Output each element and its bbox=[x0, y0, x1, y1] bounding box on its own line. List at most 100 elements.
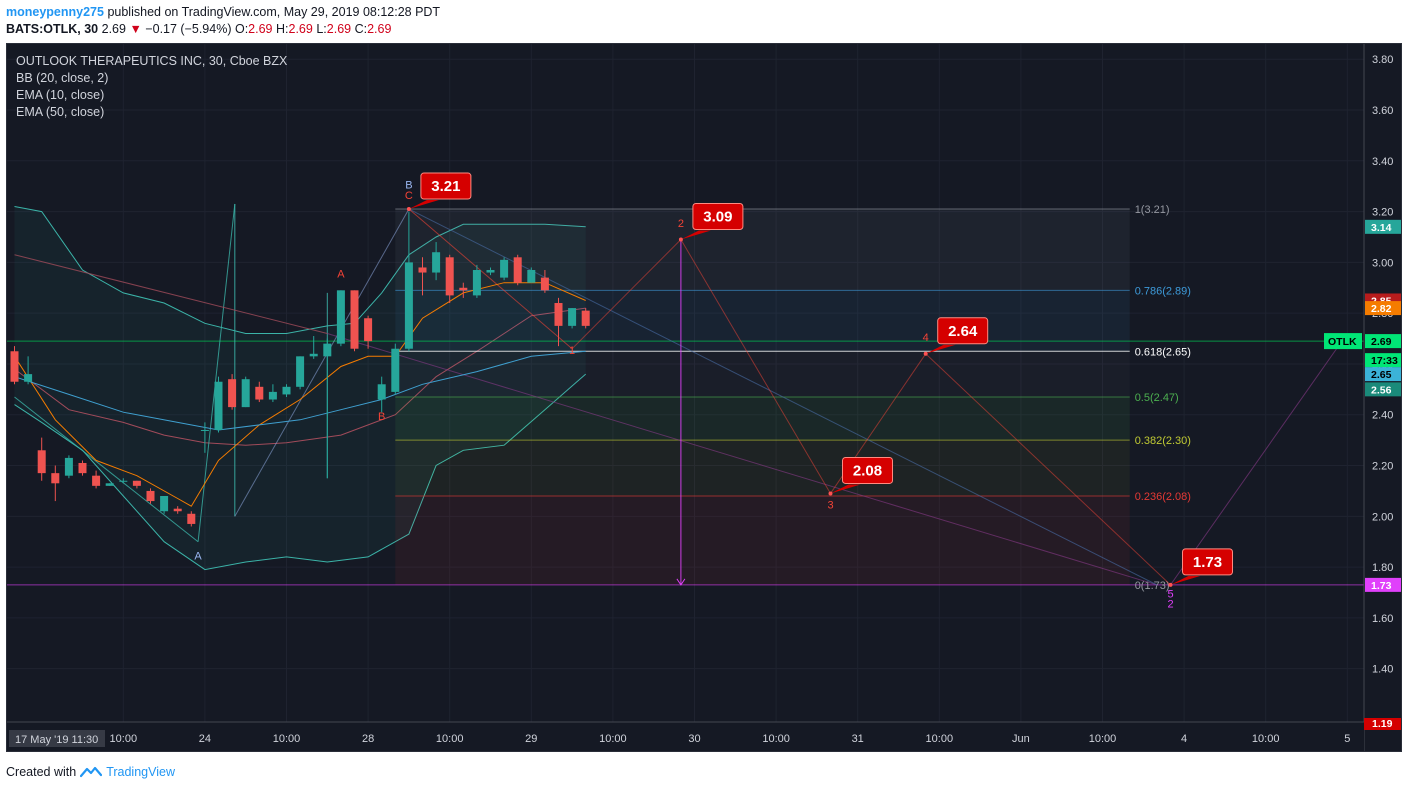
price-badge-label: 2.65 bbox=[1371, 369, 1392, 381]
price-badge-label: 2.82 bbox=[1371, 303, 1392, 315]
candle bbox=[10, 351, 19, 382]
wave-leg-2 bbox=[680, 239, 831, 494]
chart-canvas[interactable]: 1(3.21) 0.786(2.89) 0.618(2.65) 0.5(2.47) 0.… bbox=[7, 44, 1402, 752]
abc-leg-0 bbox=[14, 396, 199, 543]
wave-leg-1 bbox=[571, 239, 682, 350]
legend-bb[interactable]: BB (20, close, 2) bbox=[16, 71, 109, 85]
candle bbox=[432, 252, 441, 273]
price-change: −0.17 (−5.94%) bbox=[145, 22, 232, 36]
projection-line bbox=[1170, 333, 1348, 586]
callout-pointer bbox=[680, 230, 711, 240]
candle bbox=[377, 384, 386, 400]
callout-box bbox=[420, 172, 472, 200]
x-tick-label: Jun bbox=[1012, 733, 1030, 745]
candle bbox=[309, 353, 318, 357]
measure-arrow-head bbox=[676, 578, 686, 586]
x-tick-label: 10:00 bbox=[762, 733, 790, 745]
callout-point bbox=[406, 207, 411, 212]
ohlc-values: O:2.69 H:2.69 L:2.69 C:2.69 bbox=[235, 22, 391, 36]
wave-label: B bbox=[405, 180, 412, 192]
y-tick-label: 3.80 bbox=[1372, 54, 1393, 66]
candle bbox=[92, 475, 101, 486]
callout-point bbox=[923, 351, 928, 356]
price-badge-label: 3.14 bbox=[1371, 222, 1392, 234]
publisher-line: moneypenny275 published on TradingView.c… bbox=[6, 4, 1402, 21]
y-tick-label: 2.40 bbox=[1372, 410, 1393, 422]
legend-ema50[interactable]: EMA (50, close) bbox=[16, 105, 105, 119]
candle bbox=[173, 508, 182, 512]
wave-label: 3 bbox=[827, 500, 833, 512]
y-tick-label: 2.00 bbox=[1372, 511, 1393, 523]
abc-leg-2 bbox=[234, 208, 410, 517]
callout-value: 2.64 bbox=[948, 323, 978, 340]
price-badge-label: 17:33 bbox=[1371, 355, 1398, 367]
candle bbox=[581, 310, 590, 326]
callout-point bbox=[828, 491, 833, 496]
fib-zone bbox=[395, 396, 1130, 441]
x-tick-label: 10:00 bbox=[926, 733, 954, 745]
x-tick-label: 10:00 bbox=[436, 733, 464, 745]
wave-label: A bbox=[194, 550, 202, 562]
fib-label-0.236: 0.236(2.08) bbox=[1135, 491, 1191, 503]
partial-badge-label: 1.19 bbox=[1372, 718, 1393, 730]
legend-symbol[interactable]: OUTLOOK THERAPEUTICS INC, 30, Cboe BZX bbox=[16, 54, 288, 68]
close-label: C: bbox=[354, 22, 368, 36]
high-label: H: bbox=[276, 22, 289, 36]
x-tick-label: 10:00 bbox=[599, 733, 627, 745]
y-tick-label: 3.60 bbox=[1372, 105, 1393, 117]
x-tick-label: 30 bbox=[688, 733, 700, 745]
candle bbox=[500, 259, 509, 278]
wave-label: A bbox=[337, 269, 345, 281]
candle bbox=[24, 374, 33, 382]
legend-ema10[interactable]: EMA (10, close) bbox=[16, 88, 105, 102]
candle bbox=[78, 462, 87, 474]
y-tick-label: 3.00 bbox=[1372, 257, 1393, 269]
published-text: published on TradingView.com, May 29, 20… bbox=[107, 5, 441, 19]
fib-zone bbox=[395, 496, 1130, 585]
candle bbox=[364, 318, 373, 342]
chart-area[interactable]: 1(3.21) 0.786(2.89) 0.618(2.65) 0.5(2.47) 0.… bbox=[6, 43, 1402, 752]
wave-label: 1 bbox=[569, 345, 575, 357]
fib-label-0.382: 0.382(2.30) bbox=[1135, 435, 1191, 447]
x-tick-label: 10:00 bbox=[1252, 733, 1280, 745]
grid-lines bbox=[7, 44, 1364, 722]
y-tick-label: 1.60 bbox=[1372, 613, 1393, 625]
y-tick-label: 1.40 bbox=[1372, 664, 1393, 676]
candle bbox=[568, 308, 577, 326]
candle bbox=[554, 303, 563, 326]
callout-point bbox=[678, 237, 683, 242]
x-tick-label: 10:00 bbox=[110, 733, 138, 745]
price-axis bbox=[1364, 44, 1401, 751]
symbol-tag-label: OTLK bbox=[1328, 336, 1357, 348]
price-badge-label: 1.73 bbox=[1371, 580, 1392, 592]
fib-zone bbox=[395, 209, 1130, 291]
tradingview-brand[interactable]: TradingView bbox=[106, 765, 175, 779]
candle bbox=[187, 513, 196, 524]
wave-label: C bbox=[405, 190, 413, 202]
cursor-date-badge bbox=[9, 730, 105, 747]
bb-lower-line bbox=[14, 373, 587, 571]
callout-point bbox=[1168, 582, 1173, 587]
callout-box bbox=[937, 317, 989, 345]
ema50-line bbox=[14, 350, 586, 431]
y-tick-label: 3.20 bbox=[1372, 207, 1393, 219]
fib-label-1: 1(3.21) bbox=[1135, 204, 1170, 216]
fib-label-0: 0(1.73) bbox=[1135, 580, 1170, 592]
symbol-line: BATS:OTLK, 30 2.69 ▼ −0.17 (−5.94%) O:2.… bbox=[6, 21, 1402, 38]
fib-zone bbox=[395, 351, 1130, 397]
publisher-username[interactable]: moneypenny275 bbox=[6, 5, 104, 19]
candle bbox=[391, 348, 400, 392]
callout-value: 3.09 bbox=[703, 209, 732, 226]
candle bbox=[132, 480, 141, 486]
cursor-date-label: 17 May '19 11:30 bbox=[15, 734, 98, 746]
candle bbox=[282, 386, 291, 395]
y-tick-label: 2.20 bbox=[1372, 461, 1393, 473]
low-value: 2.69 bbox=[326, 22, 352, 36]
x-tick-label: 5 bbox=[1344, 733, 1350, 745]
wave-label: 4 bbox=[923, 332, 929, 344]
candle bbox=[472, 270, 481, 296]
candle bbox=[105, 483, 114, 486]
price-badge-label: 2.56 bbox=[1371, 384, 1392, 396]
callout-pointer bbox=[925, 344, 956, 354]
